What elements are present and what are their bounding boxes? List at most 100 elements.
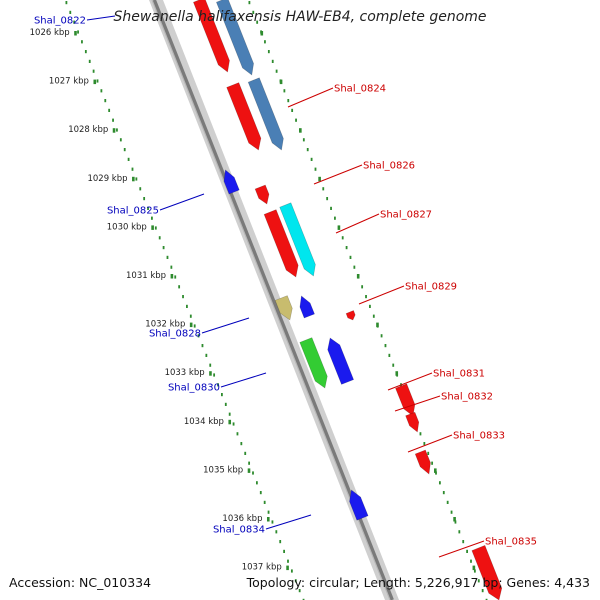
tick-dot	[372, 314, 375, 318]
kbp-tick-left	[151, 225, 154, 230]
gene-arrow-khaki	[274, 295, 293, 321]
tick-dot	[123, 148, 126, 152]
label-leader-line	[265, 514, 312, 530]
tick-dot	[197, 334, 200, 338]
tick-dot	[466, 549, 469, 553]
topology-summary: Topology: circular; Length: 5,226,917 bp…	[246, 575, 590, 590]
tick-dot	[442, 491, 445, 495]
gene-label: Shal_0822	[34, 16, 86, 27]
gene-labels: Shal_0822 Shal_0824 Shal_0826 Shal_0827 Shal…	[34, 16, 537, 548]
left-dot-track	[65, 1, 305, 600]
tick-dot	[228, 412, 231, 416]
label-leader-line	[86, 15, 116, 21]
tick-dot	[283, 549, 286, 553]
tick-dot	[213, 373, 216, 377]
kbp-tick-label: 1031 kbp	[126, 271, 166, 281]
tick-dot	[290, 569, 293, 573]
kbp-ticks: 1026 kbp 1027 kbp 1028 kbp 1029 kbp 1030 kbp…	[30, 28, 476, 573]
kbp-tick-left	[266, 517, 270, 522]
kbp-tick-label: 1029 kbp	[87, 174, 127, 184]
gene-arrow-steelblue	[247, 77, 284, 151]
label-leader-line	[287, 87, 334, 108]
tick-dot	[248, 461, 251, 465]
gene-label: Shal_0835	[485, 537, 537, 548]
tick-dot	[310, 157, 313, 161]
kbp-tick-right	[472, 565, 476, 571]
gene-arrow-cyan	[279, 202, 316, 277]
tick-dot	[256, 20, 259, 24]
gene-arrow-red	[254, 184, 270, 205]
tick-dot	[147, 206, 149, 210]
gene-arrow-red	[193, 0, 230, 73]
kbp-tick-label: 1032 kbp	[145, 320, 185, 330]
tick-dot	[345, 246, 348, 250]
gene-label: Shal_0832	[441, 392, 493, 403]
kbp-tick-left	[74, 31, 77, 36]
label-leader-line	[201, 317, 250, 334]
tick-dot	[298, 589, 301, 593]
label-leader-line	[220, 372, 267, 388]
tick-dot	[65, 1, 68, 5]
gene-label: Shal_0825	[107, 206, 159, 217]
tick-dot	[388, 353, 391, 357]
tick-dot	[119, 138, 122, 142]
gene-arrow-red	[395, 383, 416, 417]
gene-arrow-red	[345, 310, 356, 321]
tick-dot	[361, 285, 364, 289]
tick-dot	[224, 402, 227, 406]
tick-dot	[162, 246, 165, 250]
tick-dot	[330, 206, 332, 210]
kbp-tick-left	[286, 565, 289, 571]
kbp-tick-right	[376, 322, 379, 328]
accession-text: Accession: NC_010334	[9, 575, 152, 590]
tick-dot	[392, 363, 395, 367]
tick-dot	[69, 10, 72, 14]
label-leader-line	[438, 540, 485, 558]
kbp-tick-left	[93, 79, 97, 85]
tick-dot	[92, 69, 95, 73]
gene-label: Shal_0833	[453, 431, 505, 442]
kbp-tick-label: 1035 kbp	[203, 465, 243, 475]
tick-dot	[174, 275, 177, 279]
tick-dot	[127, 157, 130, 161]
tick-dot	[248, 1, 251, 5]
kbp-tick-left	[247, 468, 251, 473]
tick-dot	[186, 304, 188, 308]
label-leader-line	[313, 164, 363, 185]
tick-dot	[193, 324, 196, 328]
tick-dot	[81, 40, 83, 44]
tick-dot	[182, 295, 184, 299]
tick-dot	[291, 108, 294, 112]
label-leader-line	[394, 395, 441, 412]
tick-dot	[252, 471, 254, 475]
tick-dot	[221, 393, 223, 397]
tick-dot	[100, 89, 103, 93]
label-leader-line	[387, 372, 433, 391]
tick-dot	[271, 520, 274, 524]
gene-arrow-red	[226, 82, 262, 151]
tick-dot	[104, 99, 107, 103]
tick-dot	[275, 69, 278, 73]
tick-dot	[477, 579, 480, 583]
tick-dot	[232, 422, 235, 426]
tick-dot	[217, 383, 219, 387]
tick-dot	[306, 148, 309, 152]
gene-label: Shal_0828	[149, 329, 201, 340]
tick-dot	[341, 236, 344, 240]
tick-dot	[380, 334, 383, 338]
tick-dot	[473, 569, 476, 573]
tick-dot	[166, 255, 169, 259]
kbp-tick-label: 1026 kbp	[30, 28, 70, 38]
tick-dot	[334, 216, 336, 220]
tick-dot	[84, 50, 87, 54]
tick-dot	[205, 353, 208, 357]
kbp-tick-right	[318, 176, 321, 182]
gene-arrow-red	[471, 545, 503, 600]
tick-dot	[485, 598, 488, 600]
gene-arrow-blue	[349, 489, 369, 521]
tick-dot	[178, 285, 181, 289]
kbp-tick-right	[299, 128, 302, 133]
tick-dot	[135, 177, 138, 181]
